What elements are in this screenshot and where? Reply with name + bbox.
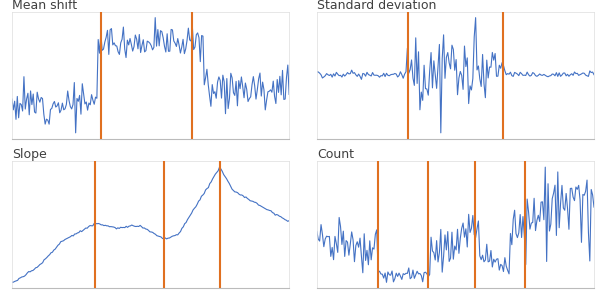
Text: Count: Count [317, 148, 354, 161]
Text: Standard deviation: Standard deviation [317, 0, 436, 12]
Text: Slope: Slope [12, 148, 47, 161]
Text: Mean shift: Mean shift [12, 0, 77, 12]
